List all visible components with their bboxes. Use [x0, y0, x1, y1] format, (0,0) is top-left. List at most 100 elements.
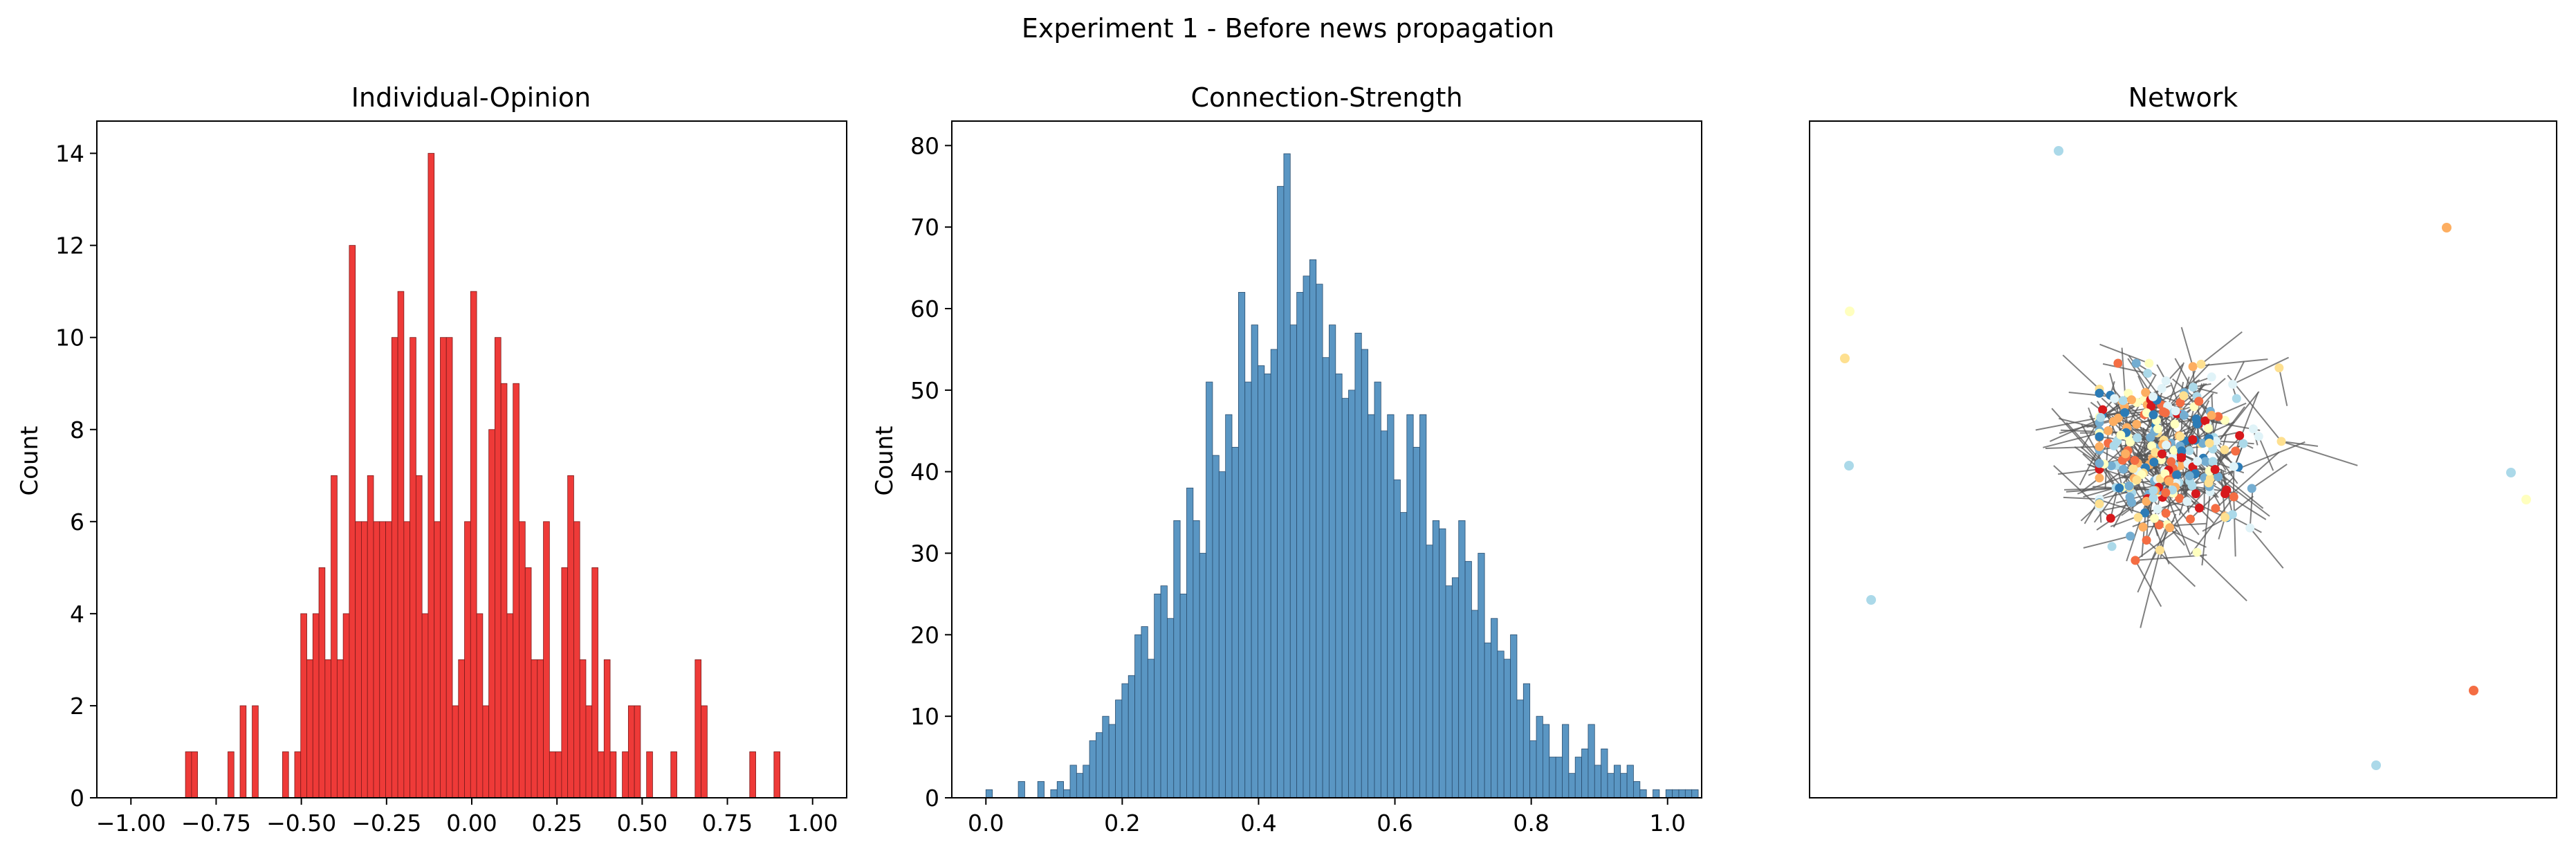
histogram-bar — [410, 338, 416, 798]
network-node — [2141, 388, 2150, 397]
histogram-bar — [240, 706, 246, 798]
network-node — [2220, 489, 2229, 498]
network-node — [2115, 484, 2124, 493]
histogram-bar — [580, 659, 586, 798]
histogram-bar — [573, 522, 580, 798]
network-edge — [2250, 528, 2283, 568]
histogram-bar — [986, 789, 992, 798]
histogram-bar — [1679, 789, 1685, 798]
histogram-bar — [1478, 554, 1484, 798]
network-node — [2231, 446, 2240, 455]
network-node — [2153, 504, 2162, 513]
network-node — [2197, 360, 2206, 369]
x-tick-label: 0.2 — [1104, 810, 1140, 837]
network-node — [2132, 359, 2141, 368]
histogram-bar — [1601, 749, 1608, 798]
histogram-bar — [1381, 431, 1387, 798]
histogram-bar — [386, 522, 392, 798]
x-tick-label: 1.0 — [1649, 810, 1685, 837]
histogram-bar — [1562, 724, 1568, 798]
network-node — [2149, 410, 2158, 419]
histogram-bar — [671, 751, 677, 798]
histogram-bar — [1594, 765, 1601, 798]
network-node — [2211, 504, 2220, 513]
network-node — [2195, 504, 2204, 513]
network-node — [2172, 471, 2181, 480]
network-node — [2205, 439, 2214, 448]
histogram-bar — [295, 751, 301, 798]
network-node — [2161, 489, 2170, 498]
histogram-bar — [1264, 374, 1271, 798]
histogram-bar — [1213, 455, 1219, 798]
histogram-bar — [1141, 627, 1148, 798]
histogram-bar — [1103, 716, 1109, 798]
y-tick-label: 50 — [910, 377, 939, 404]
network-node — [2228, 380, 2237, 389]
histogram-bar — [501, 383, 507, 798]
histogram-bar — [1064, 789, 1070, 798]
y-tick-label: 60 — [910, 295, 939, 322]
network-node — [2207, 411, 2216, 420]
y-tick-label: 12 — [55, 232, 84, 259]
network-node — [2133, 475, 2142, 484]
network-node — [2095, 432, 2104, 441]
histogram-bar — [1018, 781, 1024, 798]
panel-title: Connection-Strength — [1190, 82, 1462, 113]
histogram-bar — [1692, 789, 1698, 798]
network-edge — [2258, 437, 2273, 471]
histogram-bar — [337, 659, 343, 798]
network-node — [2209, 457, 2218, 466]
network-node — [2104, 426, 2113, 435]
histogram-bar — [1251, 325, 1258, 798]
histogram-bar — [1608, 774, 1614, 798]
network-node — [2193, 457, 2202, 466]
x-tick-label: −0.50 — [266, 810, 336, 837]
panel-title: Network — [2128, 82, 2238, 113]
histogram-bar — [1361, 349, 1368, 798]
histogram-bar — [1258, 365, 1264, 798]
x-tick-label: 0.00 — [446, 810, 497, 837]
histogram-bar — [1588, 724, 1594, 798]
histogram-bar — [1459, 520, 1465, 798]
network-node — [2119, 465, 2128, 474]
network-node — [2096, 413, 2105, 422]
x-tick-label: 0.4 — [1240, 810, 1276, 837]
y-tick-label: 20 — [910, 621, 939, 648]
network-node — [2235, 431, 2244, 440]
histogram-bar — [544, 522, 550, 798]
y-tick-label: 4 — [70, 601, 84, 628]
x-tick-label: 0.8 — [1513, 810, 1549, 837]
histogram-bar — [1452, 578, 1458, 798]
network-node — [2131, 556, 2140, 565]
network-edge — [2083, 536, 2131, 548]
histogram-bar — [1420, 414, 1426, 798]
histogram-bar — [470, 291, 477, 798]
histogram-bar — [1575, 757, 1581, 798]
panel-title: Individual-Opinion — [351, 82, 591, 113]
histogram-bar — [1290, 325, 1296, 798]
histogram-bar — [1511, 635, 1517, 798]
network-node — [2204, 424, 2213, 433]
histogram-bar — [525, 567, 531, 798]
histogram-bar — [598, 751, 605, 798]
histogram-bar — [1673, 789, 1679, 798]
network-node — [2162, 509, 2171, 518]
histogram-bar — [1407, 414, 1413, 798]
histogram-bar — [507, 614, 513, 798]
bars-group — [185, 154, 780, 798]
x-tick-label: −0.25 — [351, 810, 421, 837]
histogram-bar — [1238, 292, 1244, 798]
network-node — [2277, 437, 2286, 446]
histogram-bar — [647, 751, 653, 798]
histogram-bar — [1536, 716, 1543, 798]
histogram-bar — [1484, 643, 1491, 798]
network-node — [2469, 686, 2478, 695]
histogram-bar — [477, 614, 483, 798]
network-node — [1844, 461, 1854, 471]
histogram-bar — [483, 706, 489, 798]
histogram-bar — [452, 706, 459, 798]
histogram-bar — [459, 659, 465, 798]
histogram-bar — [701, 706, 708, 798]
